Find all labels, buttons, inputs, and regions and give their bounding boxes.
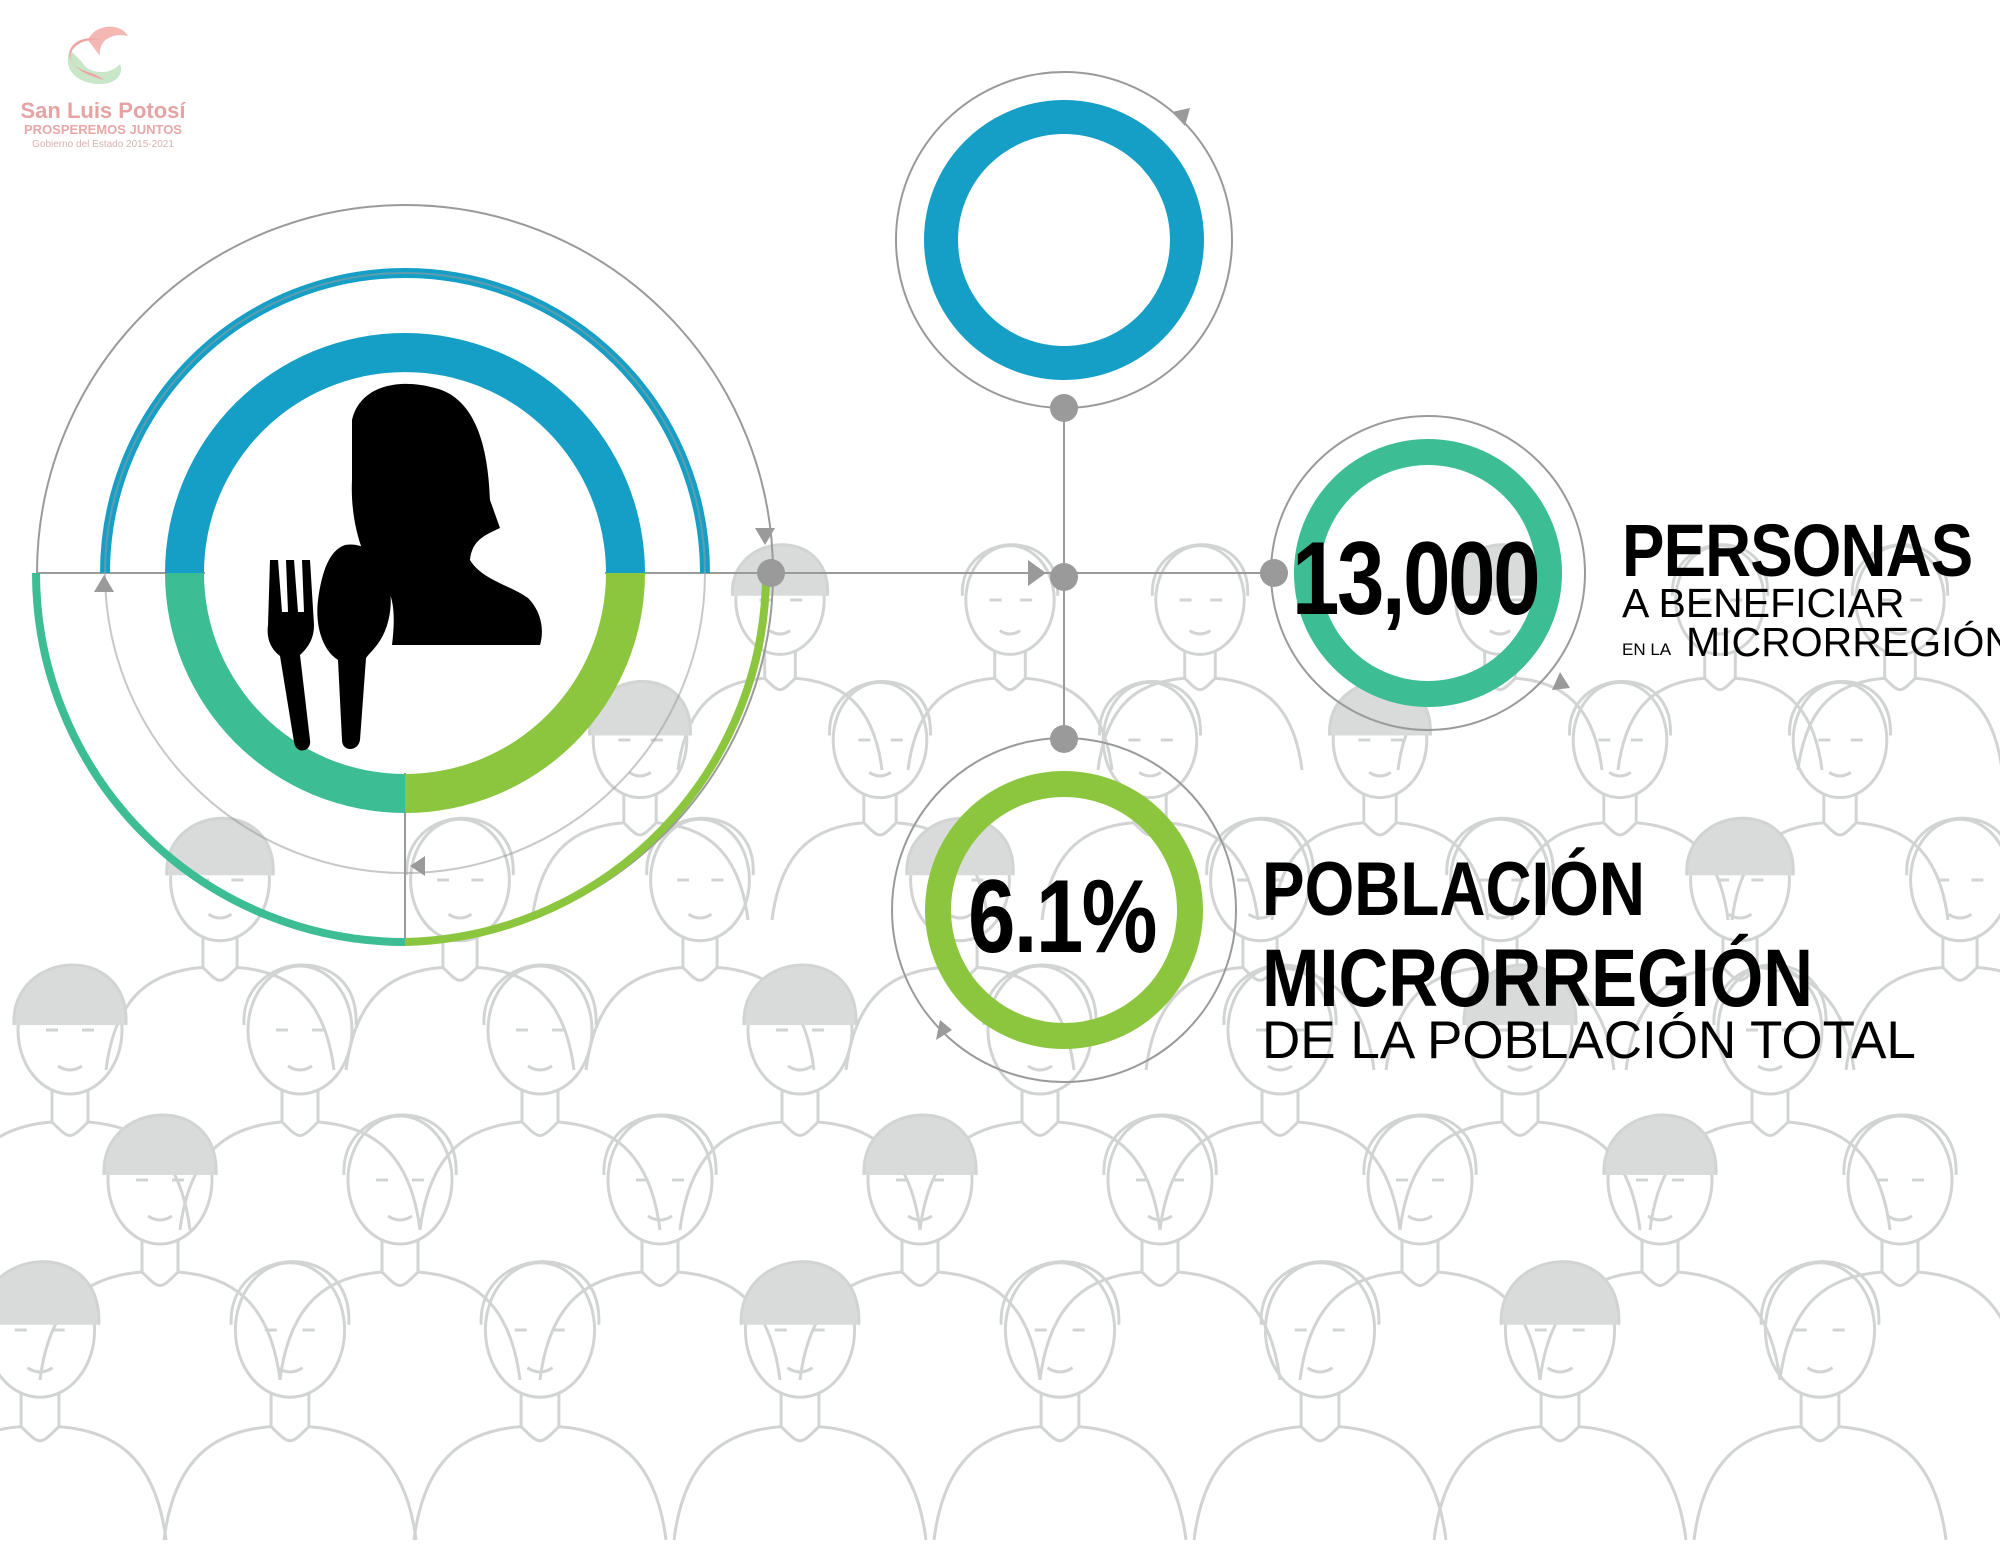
arrow-head: [410, 856, 425, 876]
crowd-person: [0, 963, 192, 1231]
crowd-person: [0, 1260, 168, 1541]
crowd-person: [584, 816, 816, 1071]
person-silhouette-icon: [351, 383, 542, 645]
crowd-person: [678, 963, 922, 1231]
crowd-person: [178, 963, 422, 1231]
crowd-person: [932, 1260, 1188, 1541]
arrow-head: [1028, 560, 1046, 586]
population-percent: 6.1%: [968, 859, 1157, 975]
teal-arc: [32, 572, 406, 946]
beneficiaries-line2: MICRORREGIÓN: [1686, 619, 2000, 665]
donut-green-segment: [405, 573, 645, 813]
crowd-person: [1844, 816, 2000, 1071]
crowd-person: [1692, 1260, 1948, 1541]
population-title-2: MICRORREGIÓN: [1262, 933, 1814, 1024]
fork-icon: [267, 560, 314, 751]
connector-nodes: [757, 394, 1288, 753]
crowd-person: [1432, 1260, 1688, 1541]
crowd-person: [672, 1260, 928, 1541]
crowd-person: [1778, 1113, 2000, 1381]
crowd-person: [418, 963, 662, 1231]
crowd-person: [798, 1113, 1042, 1381]
crowd-person: [1298, 1113, 1542, 1381]
crowd-person: [1796, 543, 2000, 771]
crowd-person: [1538, 1113, 1782, 1381]
crowd-person: [1038, 1113, 1282, 1381]
main-ring-group: [32, 204, 775, 946]
population-subtitle: DE LA POBLACIÓN TOTAL: [1262, 1011, 1916, 1070]
crowd-person: [770, 680, 990, 921]
spoon-icon: [317, 544, 391, 749]
inner-guide-ring: [104, 272, 706, 874]
logo: San Luis Potosí PROSPEREMOS JUNTOS Gobie…: [8, 20, 198, 160]
top-ring-group: [895, 71, 1233, 409]
beneficiaries-prefix: EN LA: [1622, 640, 1672, 659]
crowd-person: [1192, 1260, 1448, 1541]
logo-slogan: PROSPEREMOS JUNTOS: [24, 122, 182, 137]
donut-teal-segment: [165, 573, 405, 813]
crowd-person: [344, 816, 576, 1071]
crowd-person: [278, 1113, 522, 1381]
population-title-1: POBLACIÓN: [1262, 847, 1646, 932]
crowd-person: [1624, 816, 1856, 1071]
arrow-head: [755, 528, 775, 545]
beneficiaries-line1: A BENEFICIAR: [1622, 580, 1905, 626]
beneficiaries-title: PERSONAS: [1622, 509, 1973, 592]
logo-title: San Luis Potosí: [20, 98, 186, 123]
crowd-person: [104, 816, 336, 1071]
arrow-head: [936, 1020, 952, 1040]
crowd-person: [1730, 680, 1950, 921]
crowd-person: [906, 543, 1114, 771]
green-arc: [404, 572, 770, 946]
donut-blue-segment: [165, 333, 645, 573]
logo-mark: [67, 26, 128, 84]
crowd-person: [412, 1260, 668, 1541]
crowd-person: [38, 1113, 282, 1381]
beneficiaries-number: 13,000: [1292, 521, 1541, 637]
crowd-person: [162, 1260, 418, 1541]
crowd-person: [918, 963, 1162, 1231]
crowd-person: [1144, 816, 1376, 1071]
arrow-head: [1172, 108, 1190, 126]
arrow-head: [1552, 672, 1570, 690]
crowd-person: [538, 1113, 782, 1381]
arrow-head: [94, 575, 114, 592]
logo-subtitle: Gobierno del Estado 2015-2021: [32, 139, 174, 150]
